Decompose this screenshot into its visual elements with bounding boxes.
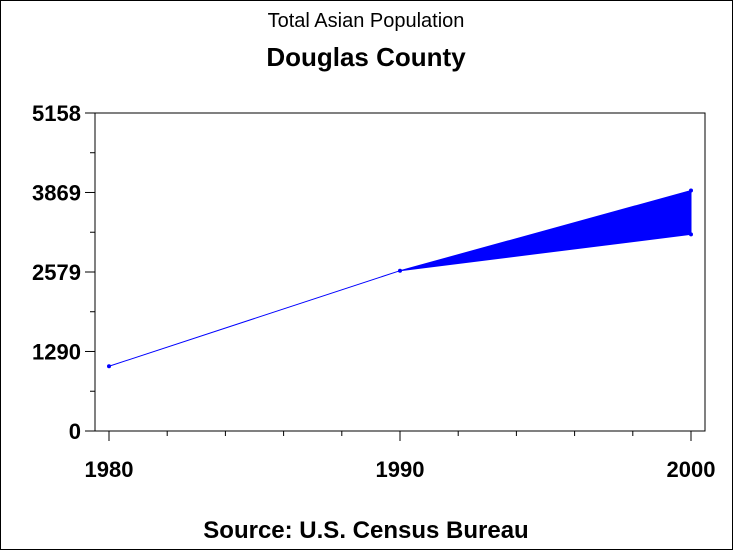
series-line <box>108 270 401 367</box>
y-tick-label: 3869 <box>32 180 81 205</box>
data-point <box>689 188 693 193</box>
x-axis: 1980 1990 2000 <box>85 431 716 482</box>
y-tick-label: 2579 <box>32 260 81 285</box>
x-tick-label: 1980 <box>85 457 134 482</box>
data-point <box>689 232 693 237</box>
y-tick-label: 5158 <box>32 101 81 126</box>
y-axis: 0 1290 2579 3869 5158 <box>32 101 95 444</box>
source-note: Source: U.S. Census Bureau <box>203 517 528 544</box>
x-tick-label: 2000 <box>667 457 716 482</box>
data-point <box>398 268 402 273</box>
projection-band <box>399 189 692 272</box>
chart-subtitle: Douglas County <box>266 42 466 72</box>
y-tick-label: 0 <box>69 419 81 444</box>
y-tick-label: 1290 <box>32 339 81 364</box>
chart-title: Total Asian Population <box>268 10 465 32</box>
data-point <box>107 364 111 369</box>
chart-marks <box>107 188 693 369</box>
x-tick-label: 1990 <box>376 457 425 482</box>
